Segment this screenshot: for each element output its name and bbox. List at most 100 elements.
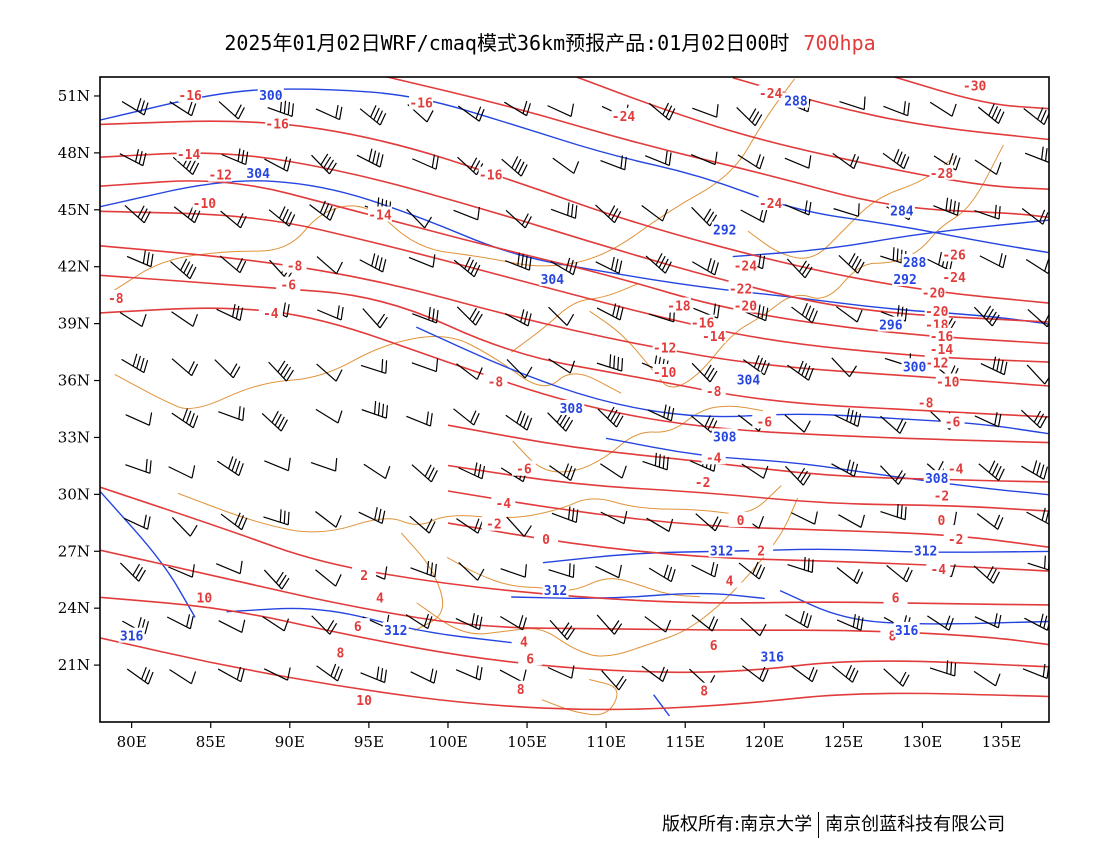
company-text: 南京创蓝科技有限公司	[825, 814, 1006, 835]
temperature-label: -16	[265, 117, 289, 132]
wind-barb	[309, 200, 336, 221]
temperature-label: 6	[710, 639, 718, 654]
wind-barb	[977, 103, 1005, 124]
temperature-label: 0	[938, 514, 946, 529]
lat-tick-label: 24N	[58, 599, 90, 617]
height-label: 312	[710, 544, 733, 559]
wind-barb	[1027, 308, 1049, 328]
wind-barb	[504, 100, 531, 117]
wind-barb	[410, 668, 438, 684]
wind-barb	[315, 511, 342, 528]
height-label: 288	[784, 95, 808, 110]
lat-tick-label: 33N	[58, 428, 90, 446]
map-title: 2025年01月02日WRF/cmaq模式36km预报产品:01月02日00时 7…	[0, 27, 1100, 56]
wind-barb	[166, 614, 194, 630]
height-contour	[779, 589, 1049, 625]
wind-barb	[453, 408, 480, 426]
wind-barb	[168, 564, 195, 578]
wind-barb	[311, 153, 337, 175]
temperature-labels: -16-16-24-24-30-16-14-12 -16 -28-10-14-24-…	[103, 77, 987, 709]
temp-label-bg	[652, 363, 677, 379]
height-label-bg	[901, 358, 928, 374]
lon-tick-label: 115E	[665, 733, 705, 751]
temperature-label: -30	[963, 79, 987, 94]
temperature-label: -8	[488, 375, 504, 390]
height-label: 292	[893, 273, 916, 288]
temp-label-bg	[409, 94, 434, 110]
height-label: 316	[895, 624, 919, 639]
temp-label-bg	[929, 511, 954, 527]
wind-barb	[214, 359, 241, 379]
temperature-label: -8	[918, 396, 934, 411]
wind-barb	[596, 303, 624, 321]
height-label: 312	[544, 584, 567, 599]
wind-barb	[171, 408, 199, 429]
wind-barb	[601, 670, 627, 691]
lon-tick-label: 120E	[745, 733, 785, 751]
wind-barb	[455, 613, 483, 631]
temperature-label: 8	[517, 683, 525, 698]
height-label: 288	[903, 256, 927, 271]
wind-barb	[645, 253, 672, 274]
wind-barb	[831, 357, 858, 378]
temperature-label: 2	[360, 569, 368, 584]
temperature-contour	[447, 464, 1049, 512]
wind-barb	[411, 464, 438, 483]
wind-barb	[316, 663, 343, 682]
lon-tick-label: 90E	[275, 733, 305, 751]
temperature-label: -20	[734, 300, 758, 315]
temperature-label: 6	[892, 592, 900, 607]
height-label-bg	[708, 542, 735, 558]
lon-tick-label: 105E	[507, 733, 547, 751]
wind-barb	[499, 669, 527, 683]
temperature-label: -6	[756, 415, 772, 430]
temperature-label: -10	[653, 366, 677, 381]
wind-barb	[217, 666, 245, 683]
temperature-label: -16	[930, 330, 954, 345]
temperature-label: 10	[356, 694, 372, 709]
wind-barb	[835, 306, 863, 323]
temperature-label: -12	[653, 341, 676, 356]
temp-label-bg	[511, 460, 536, 476]
temp-label-bg	[733, 297, 758, 313]
wind-barb	[406, 208, 433, 229]
wind-barb	[736, 106, 763, 127]
wind-barb	[221, 148, 249, 166]
lat-tick-label: 48N	[58, 144, 90, 162]
height-label: 308	[560, 402, 584, 417]
wind-barb	[310, 458, 338, 472]
wind-barb	[600, 155, 627, 171]
temperature-label: 8	[336, 647, 344, 662]
height-label-bg	[877, 316, 904, 332]
wind-barb	[168, 465, 196, 479]
wind-barb	[311, 615, 338, 635]
temp-label-bg	[733, 257, 758, 273]
temp-label-bg	[921, 284, 946, 300]
wind-barb	[979, 253, 1007, 269]
wind-barb	[552, 157, 580, 174]
wind-barb	[648, 564, 676, 583]
footer: 版权所有:南京大学 南京创蓝科技有限公司	[662, 810, 1005, 838]
temp-label-bg	[758, 85, 783, 101]
temperature-label: -24	[759, 197, 783, 212]
height-label-bg	[893, 621, 920, 637]
temp-label-bg	[883, 589, 908, 605]
temperature-label: -2	[486, 518, 502, 533]
wind-barb	[974, 412, 1002, 428]
temperature-label: -22	[729, 282, 752, 297]
wind-barb	[219, 255, 247, 274]
temperature-label: 2	[757, 544, 765, 559]
wind-barb	[691, 362, 718, 383]
wind-barb	[121, 98, 149, 116]
wind-barb	[264, 457, 291, 472]
wind-barb	[933, 197, 960, 216]
wind-barb	[408, 254, 436, 268]
wind-barb	[1021, 208, 1049, 225]
wind-barb	[600, 463, 627, 479]
wind-barb	[647, 404, 675, 422]
temperature-label: 0	[737, 514, 745, 529]
wind-barb	[838, 514, 866, 528]
wind-barb	[268, 206, 296, 227]
wind-barb	[974, 613, 1002, 629]
